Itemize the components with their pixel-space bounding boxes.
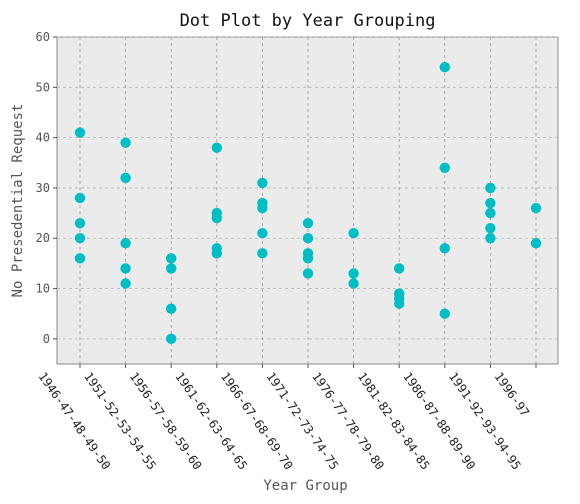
x-axis-label: Year Group	[263, 478, 347, 494]
data-point	[302, 268, 314, 279]
data-point	[211, 243, 222, 254]
y-tick-label: 60	[36, 30, 50, 44]
data-point	[257, 228, 268, 239]
data-point	[348, 278, 359, 289]
data-point	[257, 248, 268, 259]
y-tick-label: 10	[36, 282, 50, 296]
chart-title: Dot Plot by Year Grouping	[180, 11, 436, 31]
data-point	[74, 253, 86, 264]
data-point	[120, 238, 131, 249]
data-point	[439, 308, 450, 319]
data-point	[302, 217, 314, 229]
data-point	[166, 303, 177, 314]
x-tick-label: 1996-97	[492, 370, 532, 419]
y-tick-label: 30	[36, 181, 50, 195]
data-point	[302, 248, 314, 259]
y-tick-label: 20	[36, 231, 50, 245]
y-axis-label: No Presedential Request	[10, 104, 26, 298]
data-point	[348, 268, 359, 279]
data-point	[120, 278, 131, 289]
data-point	[485, 207, 496, 219]
data-point	[120, 172, 131, 184]
data-point	[394, 288, 405, 299]
data-point	[166, 333, 177, 345]
data-point	[74, 217, 86, 229]
plot-area	[56, 36, 559, 365]
data-point	[257, 177, 268, 189]
data-point	[166, 263, 177, 274]
y-tick-label: 40	[36, 131, 50, 145]
y-axis-ticks: 0 10 20 30 40 50 60	[36, 30, 57, 346]
data-point	[166, 253, 177, 264]
data-point	[120, 263, 131, 274]
data-point	[439, 243, 450, 254]
data-point	[394, 263, 405, 274]
data-point	[302, 233, 314, 244]
data-point	[439, 61, 450, 73]
data-point	[74, 233, 86, 244]
y-tick-label: 50	[36, 80, 50, 94]
y-tick-label: 0	[43, 332, 50, 346]
data-point	[485, 222, 496, 234]
data-point	[530, 238, 542, 249]
data-point	[74, 192, 86, 204]
data-point	[439, 162, 450, 173]
data-points	[74, 61, 542, 345]
data-point	[211, 142, 222, 153]
data-point	[120, 137, 131, 148]
data-point	[348, 228, 359, 239]
data-point	[485, 197, 496, 209]
data-point	[74, 127, 86, 138]
data-point	[530, 202, 542, 214]
data-point	[485, 233, 496, 244]
data-point	[485, 182, 496, 194]
x-axis-ticks: 1946-47-48-49-501951-52-53-54-551956-57-…	[36, 364, 537, 472]
data-point	[257, 197, 268, 209]
data-point	[211, 207, 222, 219]
